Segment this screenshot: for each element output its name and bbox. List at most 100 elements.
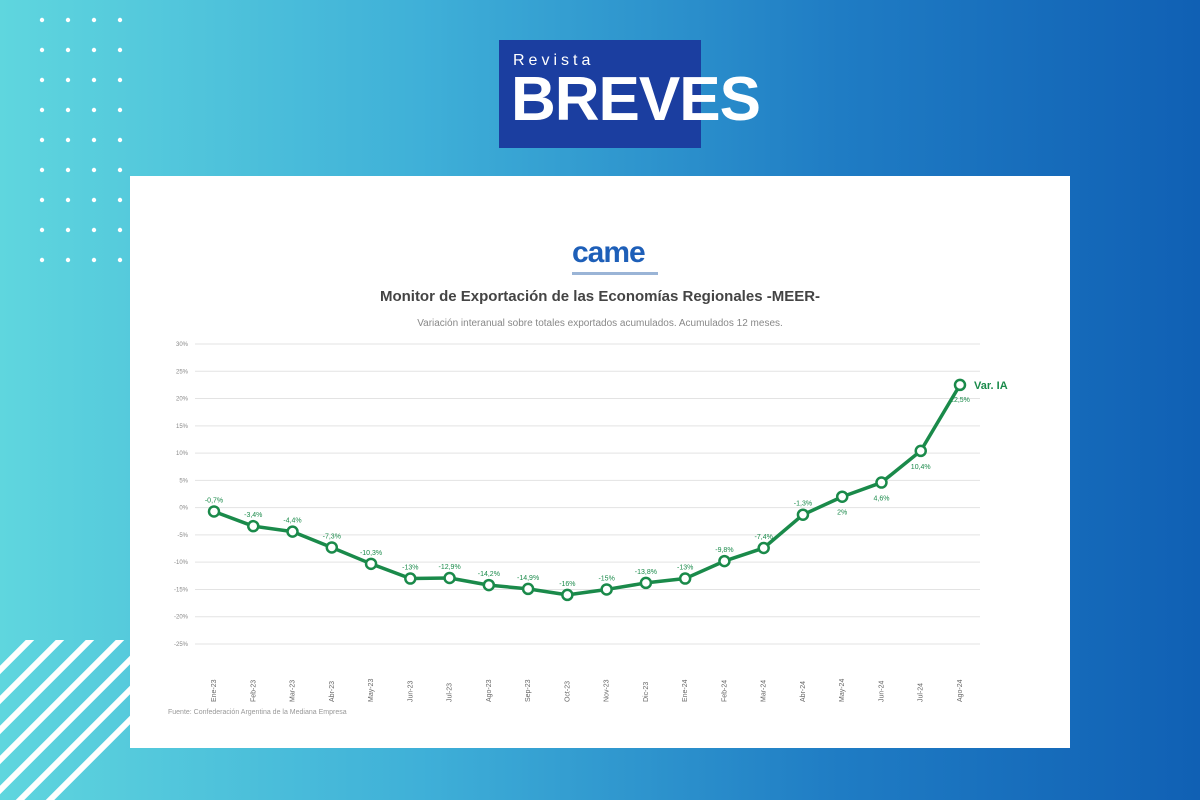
data-label: -10,3% [360,550,382,557]
y-tick-label: -25% [174,642,189,648]
data-label: 10,4% [911,464,931,471]
data-point [521,582,535,596]
data-label: 22,5% [950,397,970,404]
y-tick-label: 10% [176,451,189,457]
revista-breves-logo: Revista BREVES [499,40,761,148]
x-tick-label: May-24 [839,679,846,702]
x-tick-label: Sep-23 [525,679,532,702]
data-point [364,557,378,571]
decorative-dot [65,137,71,143]
decorative-dot [65,47,71,53]
decorative-dot [39,257,45,263]
x-tick-label: Feb-24 [721,680,728,702]
decorative-dot [91,197,97,203]
decorative-dot [65,107,71,113]
data-point [718,554,731,568]
decorative-dot [65,17,71,23]
data-point [482,578,496,592]
decorative-dot [39,107,45,113]
y-tick-label: 25% [176,369,189,375]
decorative-dot [91,227,97,233]
data-point [247,519,260,533]
data-label: -14,9% [517,575,539,582]
data-label: -0,7% [205,497,223,504]
data-point [600,583,613,596]
data-point [404,572,417,585]
data-label: -9,8% [715,547,733,554]
data-point [953,378,967,392]
decorative-dot [65,197,71,203]
decorative-dot [91,137,97,143]
decorative-dot [117,257,123,263]
decorative-dot [39,167,45,173]
series-name-label: Var. IA [974,380,1008,392]
came-logo-tagline-bar [572,272,658,275]
x-tick-label: Jun-24 [878,680,885,702]
chart-title: Monitor de Exportación de las Economías … [379,288,821,305]
decorative-dot [117,17,123,23]
x-tick-label: Mar-23 [290,680,297,702]
series-line [213,384,962,597]
came-logo: came [572,236,658,280]
y-tick-label: 30% [176,342,189,348]
x-tick-label: Oct-23 [564,681,571,702]
decorative-dot [91,167,97,173]
data-label: 2% [837,510,847,517]
decorative-dot [91,47,97,53]
decorative-dot [117,137,123,143]
y-tick-label: -5% [177,533,188,539]
data-label: -13% [677,565,693,572]
decorative-dot [65,77,71,83]
data-label: -15% [598,575,614,582]
data-label: -13% [402,565,418,572]
data-point [325,541,339,554]
data-point [678,572,692,585]
y-tick-label: -15% [174,587,189,593]
decorative-dot [117,107,123,113]
x-tick-label: Jul-23 [447,683,454,702]
data-label: -4,4% [283,518,301,525]
x-tick-label: Ene-24 [682,679,689,702]
decorative-dot [65,167,71,173]
data-label: 4,6% [873,496,889,503]
y-tick-label: -10% [174,560,189,566]
x-tick-label: May-23 [368,679,375,702]
data-label: -7,4% [755,534,773,541]
logo-big-text: BREVES [511,65,761,134]
data-label: -3,4% [244,512,262,519]
decorative-dot [39,227,45,233]
data-point [561,588,574,602]
decorative-dot [117,167,123,173]
x-tick-label: Jul-24 [918,683,925,702]
decorative-dot [91,107,97,113]
decorative-dot [39,17,45,23]
chart-source: Fuente: Confederación Argentina de la Me… [168,709,347,716]
chart-card [130,176,1070,748]
decorative-dot [39,77,45,83]
data-label: -7,3% [323,533,341,540]
decorative-dot [117,227,123,233]
decorative-dot [117,77,123,83]
data-point [757,541,770,555]
data-point [796,508,810,521]
decorative-dot [39,197,45,203]
x-tick-label: Mar-24 [761,680,768,702]
data-label: -12,9% [438,564,460,571]
x-tick-label: Jun-23 [407,680,414,702]
data-label: -1,3% [794,501,812,508]
x-tick-label: Abr-24 [800,681,807,702]
decorative-dot [39,47,45,53]
y-tick-label: 5% [179,478,188,484]
data-label: -13,8% [635,569,657,576]
data-point [443,571,456,585]
data-point [914,444,927,458]
data-label: -16% [559,581,575,588]
data-point [286,525,299,538]
chart-subtitle: Variación interanual sobre totales expor… [417,318,783,329]
decorative-dot [117,197,123,203]
decorative-dot [91,257,97,263]
y-tick-label: 20% [176,397,189,403]
decorative-dot-grid [39,17,123,263]
x-tick-label: Dic-23 [643,682,650,702]
x-tick-label: Feb-23 [250,680,257,702]
